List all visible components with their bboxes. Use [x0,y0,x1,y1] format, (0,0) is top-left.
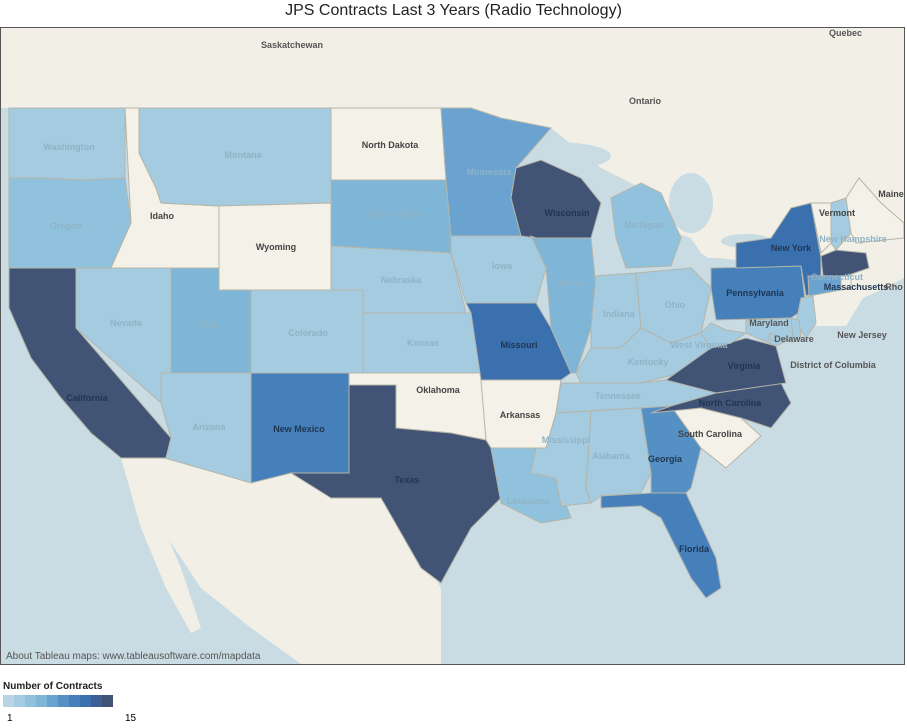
state-new-jersey[interactable] [795,295,817,339]
label-saskatchewan: Saskatchewan [261,40,323,50]
map-view[interactable]: Saskatchewan Ontario Quebec Washington O… [0,27,905,665]
label-iowa: Iowa [492,261,513,271]
state-new-york[interactable] [735,202,822,297]
map-title: JPS Contracts Last 3 Years (Radio Techno… [285,2,622,19]
baja-land [121,458,201,633]
legend-min-label: 1 [7,713,13,724]
state-maryland[interactable] [745,317,794,347]
label-rhode-island: Rho [885,282,903,292]
label-vermont: Vermont [819,208,855,218]
lake-huron [669,173,713,233]
label-north-dakota: North Dakota [362,140,419,150]
label-north-carolina: North Carolina [699,398,762,408]
label-quebec: Quebec [829,28,862,38]
label-west-virginia: West Virginia [671,340,729,350]
label-connecticut: Connecticut [811,272,863,282]
label-south-dakota: South Dakota [364,209,423,219]
legend-swatch [47,695,58,707]
color-legend: Number of Contracts 1 15 [3,681,136,724]
label-louisiana: Louisiana [507,496,550,506]
label-oregon: Oregon [50,221,82,231]
label-montana: Montana [225,150,263,160]
label-new-hampshire: New Hampshire [819,234,887,244]
label-ontario: Ontario [629,96,662,106]
state-new-hampshire[interactable] [830,197,852,251]
state-michigan[interactable] [610,182,682,269]
state-texas[interactable] [289,384,502,584]
label-oklahoma: Oklahoma [416,385,461,395]
label-new-jersey: New Jersey [837,330,887,340]
label-south-carolina: South Carolina [678,429,743,439]
label-maine: Maine [878,189,904,199]
label-utah: Utah [199,320,219,330]
legend-swatch [36,695,47,707]
label-new-mexico: New Mexico [273,424,325,434]
label-kentucky: Kentucky [628,357,669,367]
legend-swatch [58,695,69,707]
label-idaho: Idaho [150,211,175,221]
legend-swatch [3,695,14,707]
state-wisconsin[interactable] [510,159,602,239]
label-florida: Florida [679,544,710,554]
label-pennsylvania: Pennsylvania [726,288,785,298]
label-wyoming: Wyoming [256,242,296,252]
legend-title: Number of Contracts [3,681,103,692]
legend-swatch [14,695,25,707]
label-mississippi: Mississippi [542,435,591,445]
legend-swatch [91,695,102,707]
label-colorado: Colorado [288,328,328,338]
state-missouri[interactable] [465,302,572,381]
label-georgia: Georgia [648,454,683,464]
us-map[interactable]: Saskatchewan Ontario Quebec Washington O… [1,28,904,664]
label-massachusetts: Massachusetts [824,282,889,292]
label-missouri: Missouri [500,340,537,350]
label-ohio: Ohio [665,300,686,310]
label-new-york: New York [771,243,812,253]
label-minnesota: Minnesota [467,167,512,177]
legend-swatch [25,695,36,707]
label-nevada: Nevada [110,318,143,328]
label-washington: Washington [43,142,94,152]
label-arkansas: Arkansas [500,410,541,420]
legend-max-label: 15 [125,713,137,724]
label-kansas: Kansas [407,338,439,348]
label-nebraska: Nebraska [381,275,423,285]
state-district-of-columbia[interactable] [768,333,776,341]
label-texas: Texas [395,475,420,485]
legend-color-ramp [3,695,113,707]
label-alabama: Alabama [592,451,631,461]
label-maryland: Maryland [749,318,789,328]
state-illinois[interactable] [530,235,597,374]
legend-swatch [102,695,113,707]
canada-land [1,28,904,326]
label-california: California [66,393,109,403]
map-attribution[interactable]: About Tableau maps: www.tableausoftware.… [6,651,261,662]
label-wisconsin: Wisconsin [545,208,590,218]
label-michigan: Michigan [624,220,663,230]
mexico-land [121,458,441,664]
label-virginia: Virginia [728,361,762,371]
state-florida[interactable] [600,492,722,599]
state-maine[interactable] [845,177,904,244]
label-arizona: Arizona [192,422,226,432]
label-indiana: Indiana [603,309,635,319]
label-tennessee: Tennessee [595,391,641,401]
label-delaware: Delaware [774,334,814,344]
legend-swatch [80,695,91,707]
label-illinois: Illinois [557,278,586,288]
label-district-of-columbia: District of Columbia [790,360,876,370]
state-rhode-island[interactable] [840,275,852,291]
legend-swatch [69,695,80,707]
